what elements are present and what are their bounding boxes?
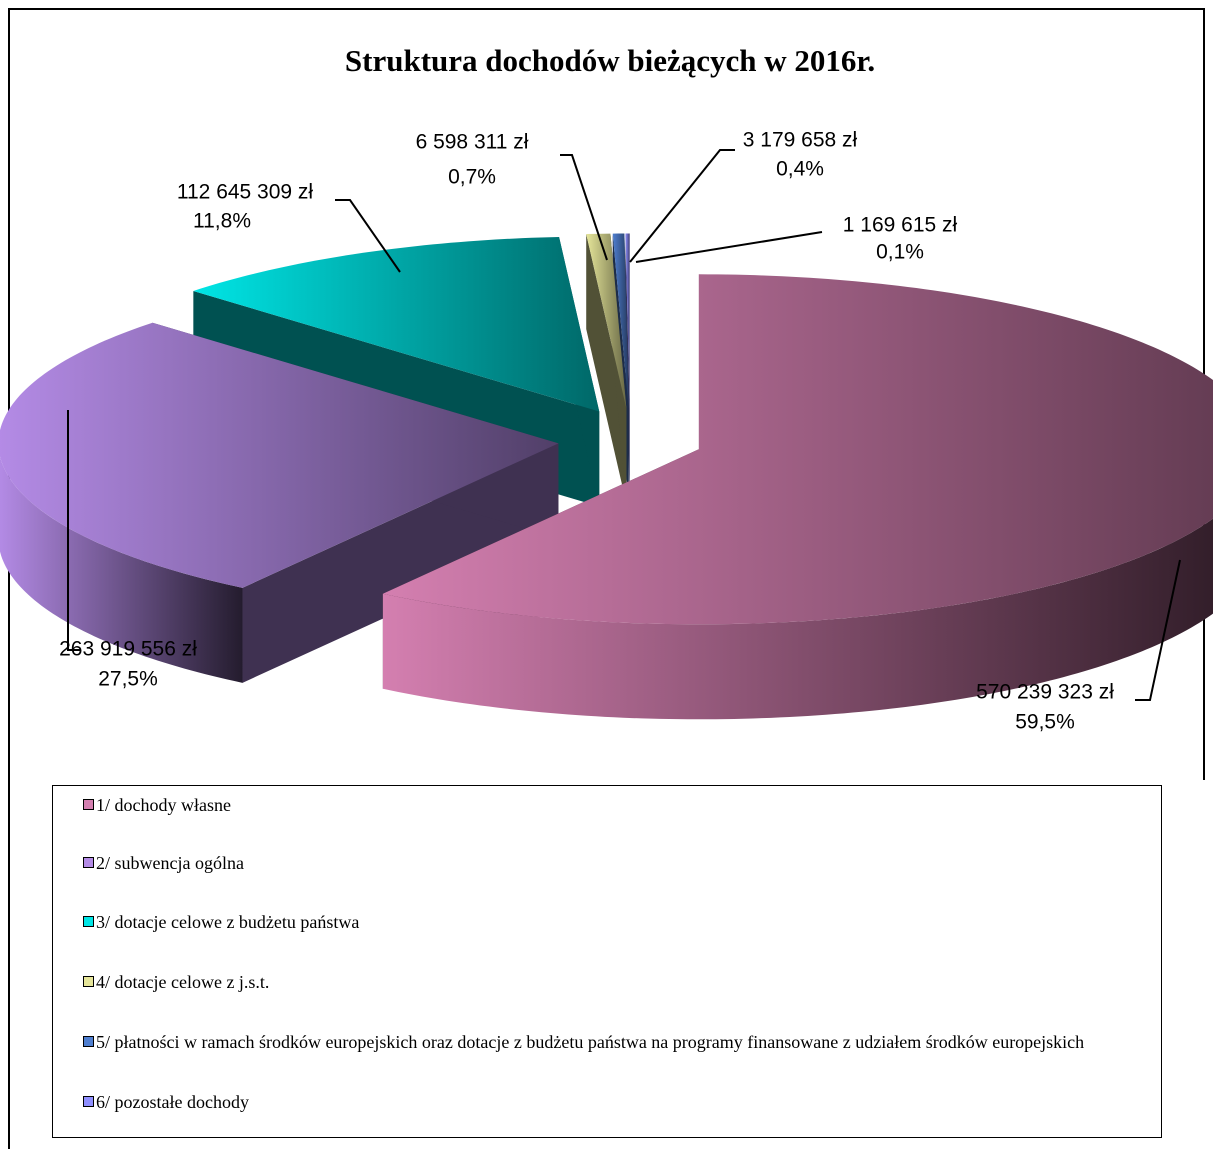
percent-label: 59,5% [1015, 711, 1075, 734]
legend-item: 1/ dochody własne [83, 794, 1143, 817]
slice-wall [382, 518, 1213, 720]
percent-label: 27,5% [98, 668, 158, 691]
legend-item: 2/ subwencja ogólna [83, 852, 1143, 875]
legend-label: 3/ dotacje celowe z budżetu państwa [96, 912, 360, 932]
value-label: 112 645 309 zł [177, 181, 314, 204]
legend-swatch [83, 1096, 94, 1107]
legend-swatch [83, 857, 94, 868]
value-label: 1 169 615 zł [843, 214, 958, 237]
slice [612, 233, 629, 409]
legend-swatch [83, 799, 94, 810]
legend-item: 3/ dotacje celowe z budżetu państwa [83, 911, 1143, 934]
legend-item: 5/ płatności w ramach środków europejski… [83, 1031, 1143, 1054]
slice [382, 274, 1213, 625]
legend-label: 4/ dotacje celowe z j.s.t. [96, 972, 270, 992]
value-label: 263 919 556 zł [59, 638, 197, 661]
legend-label: 1/ dochody własne [96, 795, 231, 815]
value-label: 6 598 311 zł [416, 131, 529, 154]
legend-label: 6/ pozostałe dochody [96, 1092, 249, 1112]
percent-label: 0,7% [448, 166, 496, 189]
value-label: 3 179 658 zł [743, 129, 858, 152]
percent-label: 0,1% [876, 241, 924, 264]
pie [0, 233, 1213, 720]
slice [625, 233, 630, 409]
slice [586, 233, 627, 409]
legend-label: 5/ płatności w ramach środków europejski… [96, 1032, 1085, 1052]
value-label: 570 239 323 zł [976, 681, 1114, 704]
chart-title: Struktura dochodów bieżących w 2016r. [345, 43, 875, 78]
percent-label: 0,4% [776, 158, 824, 181]
slice [193, 236, 600, 412]
legend-swatch [83, 1036, 94, 1047]
legend-item: 4/ dotacje celowe z j.s.t. [83, 971, 1143, 994]
percent-label: 11,8% [193, 210, 251, 233]
slice [0, 322, 559, 588]
leader-lines [67, 149, 1181, 701]
legend: 1/ dochody własne 2/ subwencja ogólna 3/ d… [52, 785, 1162, 1138]
legend-label: 2/ subwencja ogólna [96, 853, 244, 873]
legend-swatch [83, 976, 94, 987]
slice-side [586, 233, 627, 504]
legend-swatch [83, 916, 94, 927]
slice-wall [0, 456, 243, 683]
legend-item: 6/ pozostałe dochody [83, 1091, 1143, 1114]
